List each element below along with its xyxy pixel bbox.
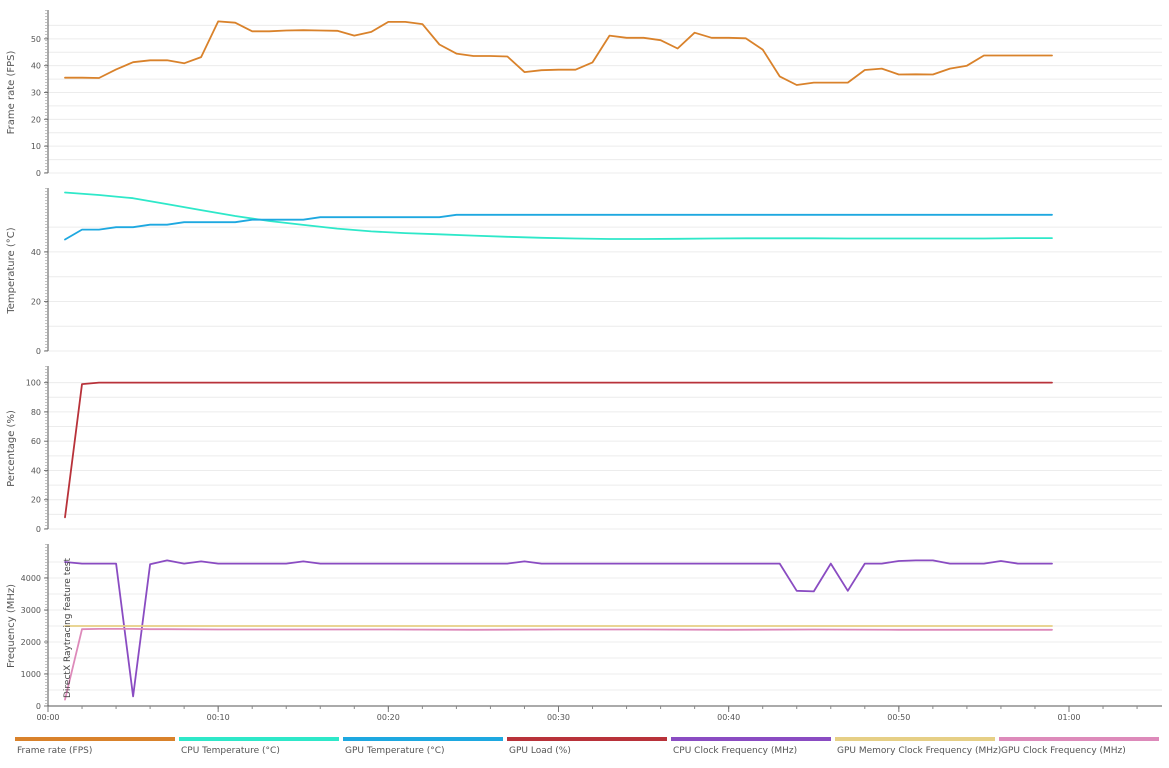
y-axis-label: Frequency (MHz)	[6, 584, 17, 668]
legend-item-gpu-temperature[interactable]: GPU Temperature (°C)	[343, 737, 503, 762]
y-tick-label: 4000	[21, 574, 41, 583]
legend-swatch	[671, 737, 831, 741]
legend-swatch	[343, 737, 503, 741]
y-tick-label: 2000	[21, 638, 41, 647]
y-tick-label: 0	[36, 347, 41, 356]
x-tick-label: 00:40	[717, 713, 740, 722]
series-gpu-temperature-c	[64, 213, 1053, 241]
legend-item-gpu-load[interactable]: GPU Load (%)	[507, 737, 667, 762]
y-tick-label: 50	[31, 35, 41, 44]
legend-swatch	[999, 737, 1159, 741]
series-gpu-clock-frequency-mhz	[64, 628, 1053, 701]
legend-swatch	[507, 737, 667, 741]
series-cpu-clock-frequency-mhz	[64, 559, 1053, 698]
y-tick-label: 0	[36, 169, 41, 178]
y-tick-label: 20	[31, 115, 41, 124]
legend-label: CPU Clock Frequency (MHz)	[673, 746, 798, 756]
legend-item-cpu-temperature[interactable]: CPU Temperature (°C)	[179, 737, 339, 762]
y-tick-label: 100	[26, 379, 41, 388]
legend-swatch	[835, 737, 995, 741]
y-tick-label: 20	[31, 496, 41, 505]
x-tick-label: 00:20	[377, 713, 400, 722]
legend-swatch	[179, 737, 339, 741]
legend-label: CPU Temperature (°C)	[181, 746, 280, 756]
y-tick-label: 0	[36, 525, 41, 534]
y-tick-label: 10	[31, 142, 41, 151]
legend-label: GPU Load (%)	[509, 746, 571, 756]
legend-swatch	[15, 737, 175, 741]
legend-label: GPU Temperature (°C)	[345, 746, 445, 756]
y-tick-label: 30	[31, 89, 41, 98]
legend-item-frame-rate[interactable]: Frame rate (FPS)	[15, 737, 175, 762]
legend-label: Frame rate (FPS)	[17, 746, 93, 756]
x-tick-label: 00:50	[887, 713, 910, 722]
y-tick-label: 1000	[21, 670, 41, 679]
y-tick-label: 40	[31, 62, 41, 71]
series-frame-rate-fps	[64, 20, 1053, 86]
series-cpu-temperature-c	[64, 191, 1053, 240]
x-tick-label: 00:30	[547, 713, 570, 722]
y-axis-label: Frame rate (FPS)	[6, 51, 17, 135]
x-tick-label: 00:10	[207, 713, 230, 722]
legend-item-gpu-clock[interactable]: GPU Clock Frequency (MHz)	[999, 737, 1159, 762]
y-tick-label: 20	[31, 297, 41, 306]
chart-legend: Frame rate (FPS) CPU Temperature (°C) GP…	[15, 737, 1167, 762]
legend-item-gpu-memory-clock[interactable]: GPU Memory Clock Frequency (MHz)	[835, 737, 1001, 762]
y-axis-label: Temperature (°C)	[6, 227, 17, 314]
y-axis-label: Percentage (%)	[6, 410, 17, 487]
multi-panel-line-chart: 0 10 20 30 40 50 Frame rate (FPS) 0 20 40 Temperat…	[6, 10, 1162, 722]
y-tick-label: 0	[36, 702, 41, 711]
legend-label: GPU Memory Clock Frequency (MHz)	[837, 746, 1002, 756]
series-gpu-load	[64, 381, 1053, 519]
x-tick-label: 00:00	[36, 713, 59, 722]
y-tick-label: 80	[31, 408, 41, 417]
y-tick-label: 40	[31, 466, 41, 475]
y-tick-label: 40	[31, 248, 41, 257]
y-tick-label: 3000	[21, 606, 41, 615]
y-tick-label: 60	[31, 437, 41, 446]
annotation-label: DirectX Raytracing feature test	[63, 558, 73, 698]
x-tick-label: 01:00	[1057, 713, 1080, 722]
legend-label: GPU Clock Frequency (MHz)	[1001, 746, 1126, 756]
legend-item-cpu-clock[interactable]: CPU Clock Frequency (MHz)	[671, 737, 831, 762]
